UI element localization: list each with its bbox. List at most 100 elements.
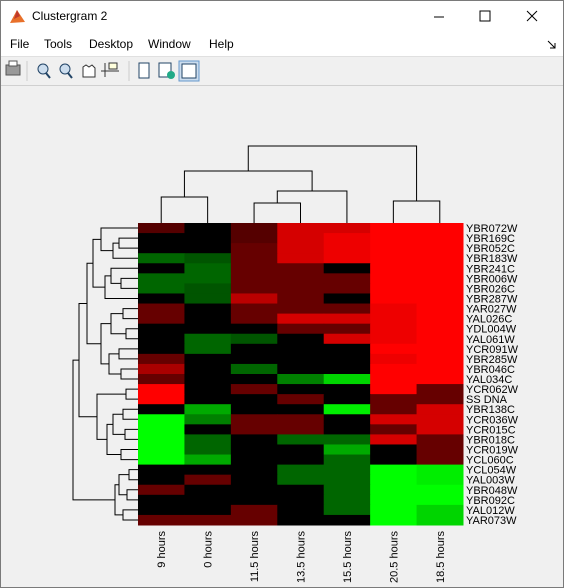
heatmap-cell bbox=[416, 263, 464, 274]
heatmap-cell bbox=[323, 504, 371, 516]
heatmap-cell bbox=[416, 464, 464, 476]
heatmap-cell bbox=[277, 384, 325, 395]
heatmap-cell bbox=[184, 263, 232, 274]
heatmap-cell bbox=[323, 273, 371, 284]
heatmap-cell bbox=[184, 353, 232, 365]
heatmap-cell bbox=[184, 404, 232, 415]
heatmap-cell bbox=[323, 514, 371, 526]
heatmap-cell bbox=[416, 343, 464, 355]
heatmap-cell bbox=[184, 283, 232, 294]
row-label: YAR027W bbox=[466, 304, 517, 316]
heatmap-cell bbox=[138, 454, 185, 466]
heatmap-cell bbox=[277, 464, 325, 476]
heatmap-cell bbox=[230, 484, 278, 496]
menu-item[interactable]: Desktop bbox=[89, 37, 134, 51]
row-label: YCL060C bbox=[466, 455, 514, 467]
menu-item[interactable]: File bbox=[10, 37, 30, 51]
heatmap-cell bbox=[323, 223, 371, 234]
heatmap-cell bbox=[323, 464, 371, 476]
heatmap-cell bbox=[277, 283, 325, 294]
heatmap-cell bbox=[184, 273, 232, 284]
heatmap-cell bbox=[138, 474, 185, 486]
heatmap-cell bbox=[370, 233, 418, 244]
row-label: YAL026C bbox=[466, 314, 512, 326]
row-label: YAL061W bbox=[466, 334, 515, 346]
row-label: SS DNA bbox=[466, 394, 508, 406]
heatmap-cell bbox=[138, 303, 185, 315]
heatmap-cell bbox=[230, 464, 278, 476]
heatmap-cell bbox=[138, 353, 185, 365]
menu-item[interactable]: Window bbox=[148, 37, 191, 51]
dock-arrow[interactable] bbox=[547, 40, 557, 50]
heatmap-cell bbox=[277, 484, 325, 496]
toolbar-icons[interactable] bbox=[1, 57, 201, 85]
heatmap-cell bbox=[370, 504, 418, 516]
row-label: YBR048W bbox=[466, 485, 518, 497]
heatmap-cell bbox=[416, 514, 464, 526]
heatmap-cell bbox=[277, 404, 325, 415]
heatmap-cell bbox=[323, 313, 371, 325]
heatmap-cell bbox=[230, 223, 278, 234]
heatmap-cell bbox=[277, 494, 325, 506]
heatmap-cell bbox=[323, 333, 371, 345]
heatmap-cell bbox=[184, 333, 232, 345]
heatmap-cell bbox=[277, 263, 325, 274]
heatmap-cell bbox=[416, 474, 464, 486]
heatmap-cell bbox=[277, 233, 325, 244]
heatmap-cell bbox=[184, 293, 232, 305]
clustergram: YBR072WYBR169CYBR052CYBR183WYBR241CYBR00… bbox=[72, 145, 519, 583]
heatmap-cell bbox=[138, 484, 185, 496]
heatmap-cell bbox=[416, 353, 464, 365]
heatmap-cell bbox=[138, 253, 185, 264]
heatmap-cell bbox=[184, 474, 232, 486]
window-controls[interactable] bbox=[413, 1, 563, 32]
heatmap-cell bbox=[184, 384, 232, 395]
heatmap-cell bbox=[323, 293, 371, 305]
heatmap-cell bbox=[416, 394, 464, 405]
row-label: YDL004W bbox=[466, 324, 517, 336]
heatmap-cell bbox=[416, 454, 464, 466]
heatmap-cell bbox=[138, 313, 185, 325]
heatmap-cell bbox=[370, 444, 418, 456]
heatmap-cell bbox=[230, 243, 278, 254]
menu-bar: File Tools Desktop Window Help bbox=[1, 32, 563, 56]
row-label: YBR169C bbox=[466, 233, 515, 245]
heatmap-cell bbox=[323, 424, 371, 435]
heatmap-cell bbox=[416, 504, 464, 516]
heatmap-cell bbox=[323, 363, 371, 375]
heatmap-cell bbox=[277, 374, 325, 385]
heatmap-cell bbox=[184, 504, 232, 516]
heatmap-cell bbox=[416, 494, 464, 506]
heatmap-cell bbox=[184, 424, 232, 435]
column-label: 20.5 hours bbox=[388, 531, 400, 583]
heatmap-cell bbox=[230, 514, 278, 526]
row-label: YBR138C bbox=[466, 404, 515, 416]
menu-item[interactable]: Tools bbox=[44, 37, 73, 51]
heatmap-cell bbox=[138, 494, 185, 506]
heatmap-cell bbox=[230, 273, 278, 284]
heatmap-cell bbox=[230, 313, 278, 325]
heatmap-cell bbox=[230, 504, 278, 516]
heatmap-cell bbox=[184, 394, 232, 405]
heatmap-cell bbox=[277, 444, 325, 456]
menu-item[interactable]: Help bbox=[209, 37, 234, 51]
heatmap-cell bbox=[370, 474, 418, 486]
row-label: YBR285W bbox=[466, 354, 518, 366]
heatmap-cell bbox=[370, 424, 418, 435]
heatmap-cell bbox=[370, 343, 418, 355]
heatmap-cell bbox=[184, 323, 232, 335]
title-bar: Clustergram 2 bbox=[1, 1, 563, 32]
heatmap-cell bbox=[370, 243, 418, 254]
heatmap-cell bbox=[323, 243, 371, 254]
heatmap-cell bbox=[323, 343, 371, 355]
row-label: YCR015C bbox=[466, 424, 516, 436]
heatmap-cell bbox=[370, 464, 418, 476]
heatmap-cell bbox=[138, 273, 185, 284]
column-label: 13.5 hours bbox=[296, 531, 308, 583]
heatmap-cell bbox=[277, 514, 325, 526]
heatmap-cell bbox=[370, 253, 418, 264]
heatmap-cell bbox=[370, 514, 418, 526]
column-label: 18.5 hours bbox=[435, 531, 447, 583]
heatmap-cell bbox=[370, 313, 418, 325]
